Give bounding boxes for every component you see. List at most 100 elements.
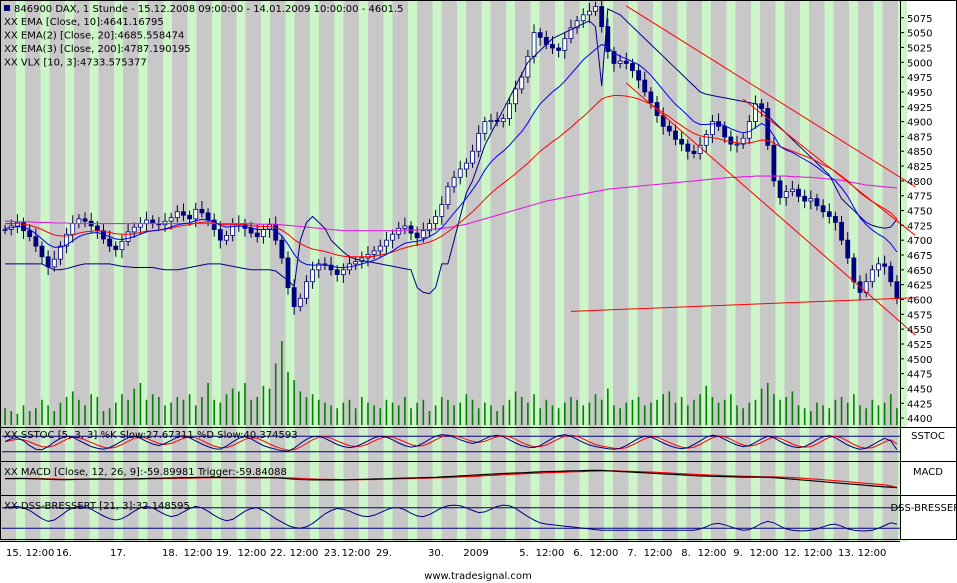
x-tick-label: 8. [681,548,691,559]
y-tick-label: 4800 [907,177,932,188]
session-band [653,0,662,541]
candle-up [390,233,395,241]
legend-entry[interactable]: XX VLX [10, 3]:4733.575377 [4,58,147,69]
y-tick-label: 5025 [907,43,932,54]
session-band [898,0,907,541]
candle-up [396,227,402,235]
y-tick-label: 4900 [907,118,932,129]
session-band [604,0,613,541]
session-band [212,0,221,541]
x-tick-label: 12:00 [858,548,887,559]
candle-up [488,119,494,122]
candle-down [199,208,205,214]
candle-down [722,125,728,138]
session-band [163,0,172,541]
candle-down [187,214,192,220]
candle-up [703,134,709,146]
candle-down [777,180,783,198]
x-tick-label: 19. [216,548,232,559]
candle-up [476,133,482,152]
session-band [530,0,540,541]
x-tick-label: 12:00 [698,548,727,559]
x-tick-label: 5. [519,548,529,559]
session-band [187,0,197,541]
candle-down [211,219,217,230]
ema10-line [5,43,898,268]
trend-channel-line [742,98,916,236]
ema200-line [5,175,897,232]
candle-up [174,211,180,219]
candle-down [181,211,186,216]
candle-down [691,150,697,155]
candle-up [869,269,875,283]
y-tick-label: 5075 [907,14,932,25]
candle-up [808,198,814,202]
candle-up [402,225,408,229]
candle-down [334,269,340,275]
candle-up [168,217,174,222]
candle-down [611,51,617,64]
candle-down [642,79,648,93]
session-band [677,0,687,541]
session-band [261,0,270,541]
y-tick-label: 4475 [907,370,932,381]
y-tick-label: 4600 [907,295,932,306]
macd-legend[interactable]: XX MACD [Close, 12, 26, 9]:-59.89981 Tri… [4,467,287,478]
dss-legend[interactable]: XX DSS-BRESSERT [21, 3]:32.148595 [4,501,190,512]
macd-panel-title: MACD [913,467,943,478]
axis-bg-sstoc [901,428,956,461]
session-band [40,0,50,541]
watermark: www.tradesignal.com [424,571,532,582]
candle-down [27,230,33,238]
candle-down [771,144,777,182]
candle-down [113,245,119,251]
legend-entry[interactable]: XX EMA(2) [Close, 20]:4685.558474 [4,31,184,42]
candle-up [144,219,149,224]
x-tick-label: 22. [270,548,286,559]
x-tick-label: 7. [627,548,637,559]
candle-up [753,103,758,122]
candle-up [58,245,63,260]
candle-up [525,55,531,78]
session-bands [0,0,907,541]
candle-down [254,232,260,238]
candle-up [746,121,752,139]
y-tick-label: 4625 [907,281,932,292]
candle-down [248,227,254,234]
candle-down [802,195,808,202]
candle-down [205,212,211,221]
candle-up [519,76,525,90]
candle-up [433,216,439,224]
candle-up [224,235,229,241]
candle-down [759,103,765,109]
session-band [481,0,491,541]
x-tick-label: 12:00 [26,548,55,559]
y-tick-label: 4750 [907,207,932,218]
sstoc-legend[interactable]: XX SSTOC [5, 3, 3] %K Slow:27.67311 %D S… [4,430,298,441]
y-tick-label: 4775 [907,192,932,203]
candle-up [562,38,568,51]
legend-entry[interactable]: XX EMA(3) [Close, 200]:4787.190195 [4,44,191,55]
dss-line [5,504,898,532]
candle-down [728,136,734,145]
candle-up [2,229,8,231]
legend-entry[interactable]: XX EMA [Close, 10]:4641.16795 [4,17,164,28]
y-tick-label: 4425 [907,399,932,410]
x-tick-label: 12:00 [590,548,619,559]
candle-down [685,143,691,152]
session-band [138,0,148,541]
x-tick-label: 12:00 [290,548,319,559]
session-band [114,0,123,541]
x-tick-label: 9. [733,548,743,559]
candle-down [623,60,629,64]
candle-down [537,32,543,38]
session-band [359,0,368,541]
x-tick-label: 12:00 [342,548,371,559]
y-tick-label: 5050 [907,29,932,40]
session-band [506,0,515,541]
candle-down [33,236,39,247]
x-tick-label: 16. [56,548,72,559]
candle-up [125,231,131,242]
candle-down [217,229,223,241]
